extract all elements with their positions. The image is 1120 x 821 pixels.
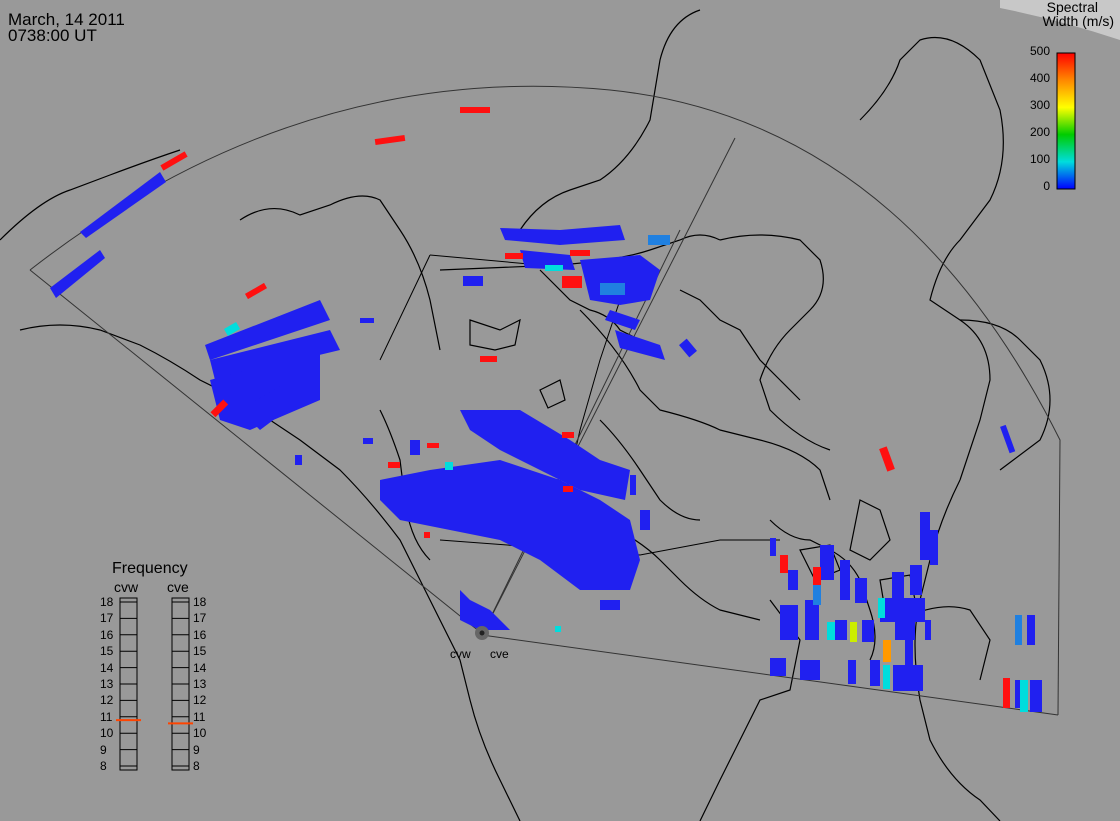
- frequency-tick-cve: 8: [193, 759, 200, 773]
- colorbar-unit: Width (m/s): [1042, 13, 1114, 29]
- radar-site-label-cvw: cvw: [450, 647, 471, 661]
- frequency-tick-cve: 12: [193, 693, 207, 708]
- frequency-tick-cvw: 9: [100, 742, 107, 757]
- frequency-title: Frequency: [112, 560, 188, 577]
- frequency-indicators: [116, 719, 193, 725]
- colorbar-tick: 200: [1029, 125, 1050, 139]
- frequency-tick-cvw: 17: [100, 611, 114, 626]
- frequency-tick-cve: 13: [193, 677, 207, 691]
- colorbar-tick: 0: [1043, 179, 1050, 193]
- date-label: March, 14 2011: [8, 10, 125, 29]
- frequency-tick-cvw: 11: [100, 709, 113, 724]
- frequency-tick-cvw: 12: [100, 693, 114, 708]
- colorbar-tick: 300: [1029, 98, 1050, 112]
- colorbar-title: Spectral: [1046, 0, 1098, 15]
- frequency-tick-cve: 9: [193, 742, 200, 757]
- frequency-radar-label-cve: cve: [167, 579, 189, 595]
- frequency-tick-cvw: 18: [100, 595, 114, 609]
- radar-site-marker: [475, 626, 489, 640]
- colorbar-tick: 500: [1029, 44, 1050, 58]
- frequency-tick-cve: 11: [193, 709, 206, 724]
- ocean-region: [1000, 0, 1120, 40]
- frequency-tick-cvw: 8: [100, 759, 107, 773]
- frequency-tick-cvw: 16: [100, 627, 114, 642]
- frequency-tick-cvw: 15: [100, 644, 114, 659]
- frequency-tick-cve: 14: [193, 660, 207, 675]
- frequency-tick-cve: 16: [193, 627, 207, 642]
- colorbar: [1056, 52, 1076, 190]
- frequency-tick-cve: 17: [193, 611, 207, 626]
- frequency-radar-label-cvw: cvw: [114, 579, 139, 595]
- radar-site-label-cve: cve: [490, 647, 509, 661]
- colorbar-tick: 400: [1029, 71, 1050, 85]
- frequency-tick-cvw: 14: [100, 660, 114, 675]
- frequency-tick-cvw: 13: [100, 677, 114, 691]
- colorbar-tick: 100: [1029, 152, 1050, 166]
- frequency-tick-cvw: 10: [100, 726, 114, 741]
- frequency-tick-cve: 18: [193, 595, 207, 609]
- radar-echoes-medium: [223, 235, 1028, 712]
- time-label: 0738:00 UT: [8, 26, 97, 45]
- radar-echoes-high: [160, 107, 1010, 708]
- frequency-tick-cve: 10: [193, 726, 207, 741]
- frequency-tick-cve: 15: [193, 644, 207, 659]
- frequency-grid: [120, 601, 189, 767]
